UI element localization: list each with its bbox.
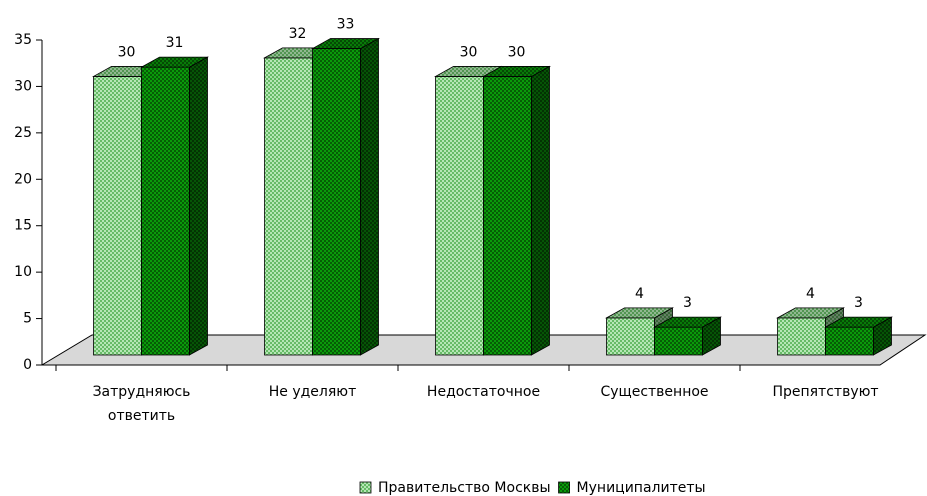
value-label: 30: [508, 44, 526, 60]
value-label: 4: [635, 286, 644, 302]
bar-front: [264, 57, 313, 356]
bar-front: [825, 326, 874, 356]
y-tick-label: 0: [23, 357, 32, 373]
bar-side: [189, 56, 208, 356]
bar-front: [312, 48, 361, 356]
bar-front: [606, 317, 655, 356]
bar-top: [139, 56, 210, 68]
bar-top: [823, 316, 894, 328]
bar-top: [481, 66, 552, 77]
legend-swatch: [558, 481, 570, 494]
bar-front: [654, 326, 703, 356]
x-tick-label: Недостаточное: [426, 384, 541, 400]
y-tick-label: 35: [14, 32, 32, 48]
bar: [652, 316, 723, 356]
bar: [310, 37, 381, 356]
value-label: 4: [806, 286, 815, 302]
legend-label: Правительство Москвы: [378, 480, 551, 496]
bar-top: [775, 307, 846, 319]
value-label: 33: [337, 17, 355, 33]
value-label: 30: [460, 44, 478, 60]
bar: [139, 56, 210, 356]
bar-front: [435, 76, 484, 356]
bar: [823, 316, 894, 356]
y-tick-label: 20: [14, 171, 32, 187]
legend-swatch: [359, 481, 372, 494]
bar-top: [310, 38, 381, 49]
value-label: 31: [166, 35, 184, 51]
bar: [481, 65, 552, 356]
bar-side: [360, 37, 379, 356]
bar-front: [483, 76, 532, 356]
bar-side: [531, 65, 550, 356]
legend-label: Муниципалитеты: [577, 480, 706, 496]
y-tick-label: 25: [14, 125, 32, 141]
value-label: 3: [854, 295, 863, 311]
bar-front: [777, 317, 826, 356]
bar-front: [93, 76, 142, 356]
y-tick-label: 15: [14, 218, 32, 234]
x-tick-label: Не уделяют: [268, 384, 357, 400]
x-tick-label: Затрудняюсь ответить: [92, 384, 191, 424]
x-tick-label: Существенное: [600, 384, 709, 400]
value-label: 32: [289, 26, 307, 42]
x-tick-label: Препятствуют: [772, 384, 879, 400]
bar-front: [141, 66, 190, 356]
value-label: 30: [118, 44, 136, 60]
value-label: 3: [683, 295, 692, 311]
bar-top: [604, 307, 675, 319]
y-tick-label: 30: [14, 78, 32, 94]
y-tick-label: 5: [23, 311, 32, 327]
bar-top: [652, 316, 723, 328]
y-tick-label: 10: [14, 264, 32, 280]
